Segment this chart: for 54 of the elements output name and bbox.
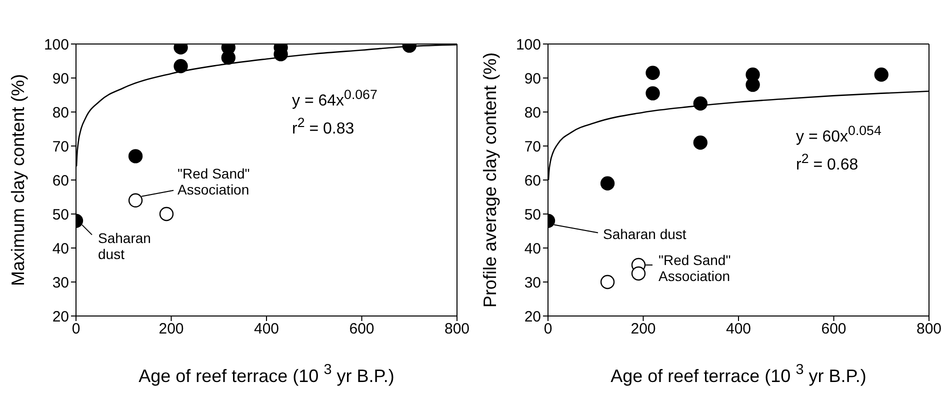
point: [746, 78, 760, 92]
x-tick-label: 600: [821, 320, 846, 338]
point: [693, 136, 708, 150]
annotation: Saharan dust: [98, 230, 151, 262]
point: [600, 274, 615, 290]
annotation: y = 60x$^{0.054}$: [796, 122, 882, 148]
y-tick-label: 20: [524, 308, 541, 326]
annotation: Saharan dust: [603, 226, 686, 242]
y-tick-label: 80: [524, 104, 541, 122]
x-axis-title: Age of reef terrace (10 $^{3}$ yr B.P.): [610, 362, 866, 386]
y-axis-title: Maximum clay content (%): [8, 74, 28, 286]
y-tick-label: 100: [44, 36, 69, 54]
point: [221, 50, 236, 65]
x-tick-label: 800: [444, 320, 470, 338]
point: [646, 66, 660, 80]
y-tick-label: 50: [52, 206, 69, 224]
annotation: r$^{2}$ = 0.68: [796, 150, 860, 176]
x-tick-label: 0: [72, 320, 80, 338]
point: [159, 206, 174, 222]
point: [646, 86, 660, 100]
y-tick-label: 70: [524, 138, 541, 156]
y-axis-title: Profile average clay content (%): [480, 52, 500, 308]
x-tick-label: 200: [630, 320, 656, 338]
x-tick-label: 400: [726, 320, 752, 338]
point: [600, 176, 615, 190]
y-tick-label: 50: [524, 206, 541, 224]
y-tick-label: 40: [52, 240, 69, 258]
point: [693, 96, 708, 111]
x-tick-label: 800: [916, 320, 942, 338]
y-tick-label: 40: [524, 240, 541, 258]
point: [174, 59, 188, 74]
y-tick-label: 60: [524, 172, 541, 190]
y-tick-label: 60: [52, 172, 69, 190]
annotation: y = 64x$^{0.067}$: [292, 86, 378, 112]
point: [631, 266, 646, 281]
y-tick-label: 70: [52, 138, 69, 156]
x-tick-label: 200: [158, 320, 184, 338]
x-tick-label: 600: [349, 320, 374, 338]
annotation: "Red Sand" Association: [658, 252, 731, 284]
annotation: r$^{2}$ = 0.83: [292, 114, 356, 140]
x-tick-label: 400: [254, 320, 280, 338]
y-tick-label: 90: [524, 70, 541, 88]
y-tick-label: 80: [52, 104, 69, 122]
annotation: "Red Sand" Association: [178, 165, 250, 198]
y-tick-label: 30: [524, 274, 541, 292]
y-tick-label: 90: [52, 70, 69, 88]
x-tick-label: 0: [544, 320, 552, 338]
y-tick-label: 20: [52, 308, 69, 326]
y-tick-label: 30: [52, 274, 69, 292]
x-axis-title: Age of reef terrace (10 $^{3}$ yr B.P.): [138, 362, 394, 386]
y-tick-label: 100: [516, 36, 541, 54]
point: [874, 68, 888, 82]
point: [128, 193, 143, 208]
point: [128, 149, 143, 164]
